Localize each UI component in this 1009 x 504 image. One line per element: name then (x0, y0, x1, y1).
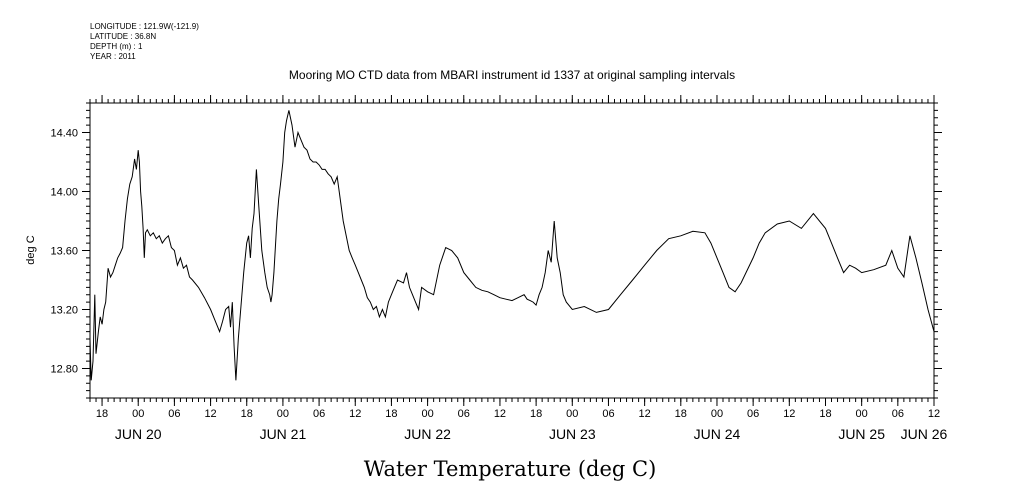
x-tick-label: 06 (892, 408, 904, 420)
y-axis-label: deg C (25, 235, 37, 264)
x-tick-label: 00 (711, 408, 723, 420)
y-tick-label: 12.80 (50, 364, 78, 376)
minor-ticks (86, 99, 938, 402)
metadata-header: LONGITUDE : 121.9W(-121.9) LATITUDE : 36… (90, 22, 199, 62)
day-label: JUN 21 (260, 426, 307, 442)
x-tick-label: 12 (349, 408, 361, 420)
y-axis: 12.80 13.20 13.60 14.00 14.40 (50, 128, 942, 376)
series-line-water-temperature (89, 110, 935, 381)
x-tick-label: 12 (928, 408, 940, 420)
x-tick-label: 18 (241, 408, 253, 420)
x-tick-label: 12 (783, 408, 795, 420)
x-tick-label: 12 (204, 408, 216, 420)
latitude-label: LATITUDE : 36.8N (90, 32, 157, 41)
y-tick-label: 14.40 (50, 128, 78, 140)
day-label: JUN 22 (404, 426, 451, 442)
day-label: JUN 25 (838, 426, 885, 442)
year-label: YEAR : 2011 (90, 52, 136, 61)
day-label: JUN 20 (115, 426, 162, 442)
chart-title: Mooring MO CTD data from MBARI instrumen… (288, 68, 736, 82)
x-axis-label: Water Temperature (deg C) (364, 457, 657, 481)
longitude-label: LONGITUDE : 121.9W(-121.9) (90, 22, 199, 31)
x-tick-label: 06 (168, 408, 180, 420)
x-tick-label: 06 (747, 408, 759, 420)
day-label: JUN 23 (549, 426, 596, 442)
x-tick-label: 00 (277, 408, 289, 420)
day-label: JUN 26 (901, 426, 948, 442)
y-tick-label: 13.20 (50, 305, 78, 317)
x-tick-label: 00 (566, 408, 578, 420)
day-label: JUN 24 (694, 426, 741, 442)
depth-label: DEPTH (m) : 1 (90, 42, 143, 51)
y-tick-label: 13.60 (50, 246, 78, 258)
x-tick-label: 00 (132, 408, 144, 420)
x-tick-label: 18 (530, 408, 542, 420)
x-tick-label: 12 (494, 408, 506, 420)
x-axis: 18 00 06 12 18 00 06 12 18 00 06 12 18 00 06 12 18 00 06 12… (96, 95, 940, 420)
x-tick-label: 18 (96, 408, 108, 420)
x-tick-label: 00 (421, 408, 433, 420)
x-tick-label: 06 (602, 408, 614, 420)
x-tick-label: 06 (458, 408, 470, 420)
x-tick-label: 18 (675, 408, 687, 420)
x-tick-label: 00 (856, 408, 868, 420)
plot-frame (89, 102, 935, 399)
x-tick-label: 18 (819, 408, 831, 420)
x-tick-label: 12 (639, 408, 651, 420)
x-tick-label: 18 (385, 408, 397, 420)
day-labels: JUN 20 JUN 21 JUN 22 JUN 23 JUN 24 JUN 25 JUN … (115, 426, 948, 442)
y-tick-label: 14.00 (50, 187, 78, 199)
x-tick-label: 06 (313, 408, 325, 420)
